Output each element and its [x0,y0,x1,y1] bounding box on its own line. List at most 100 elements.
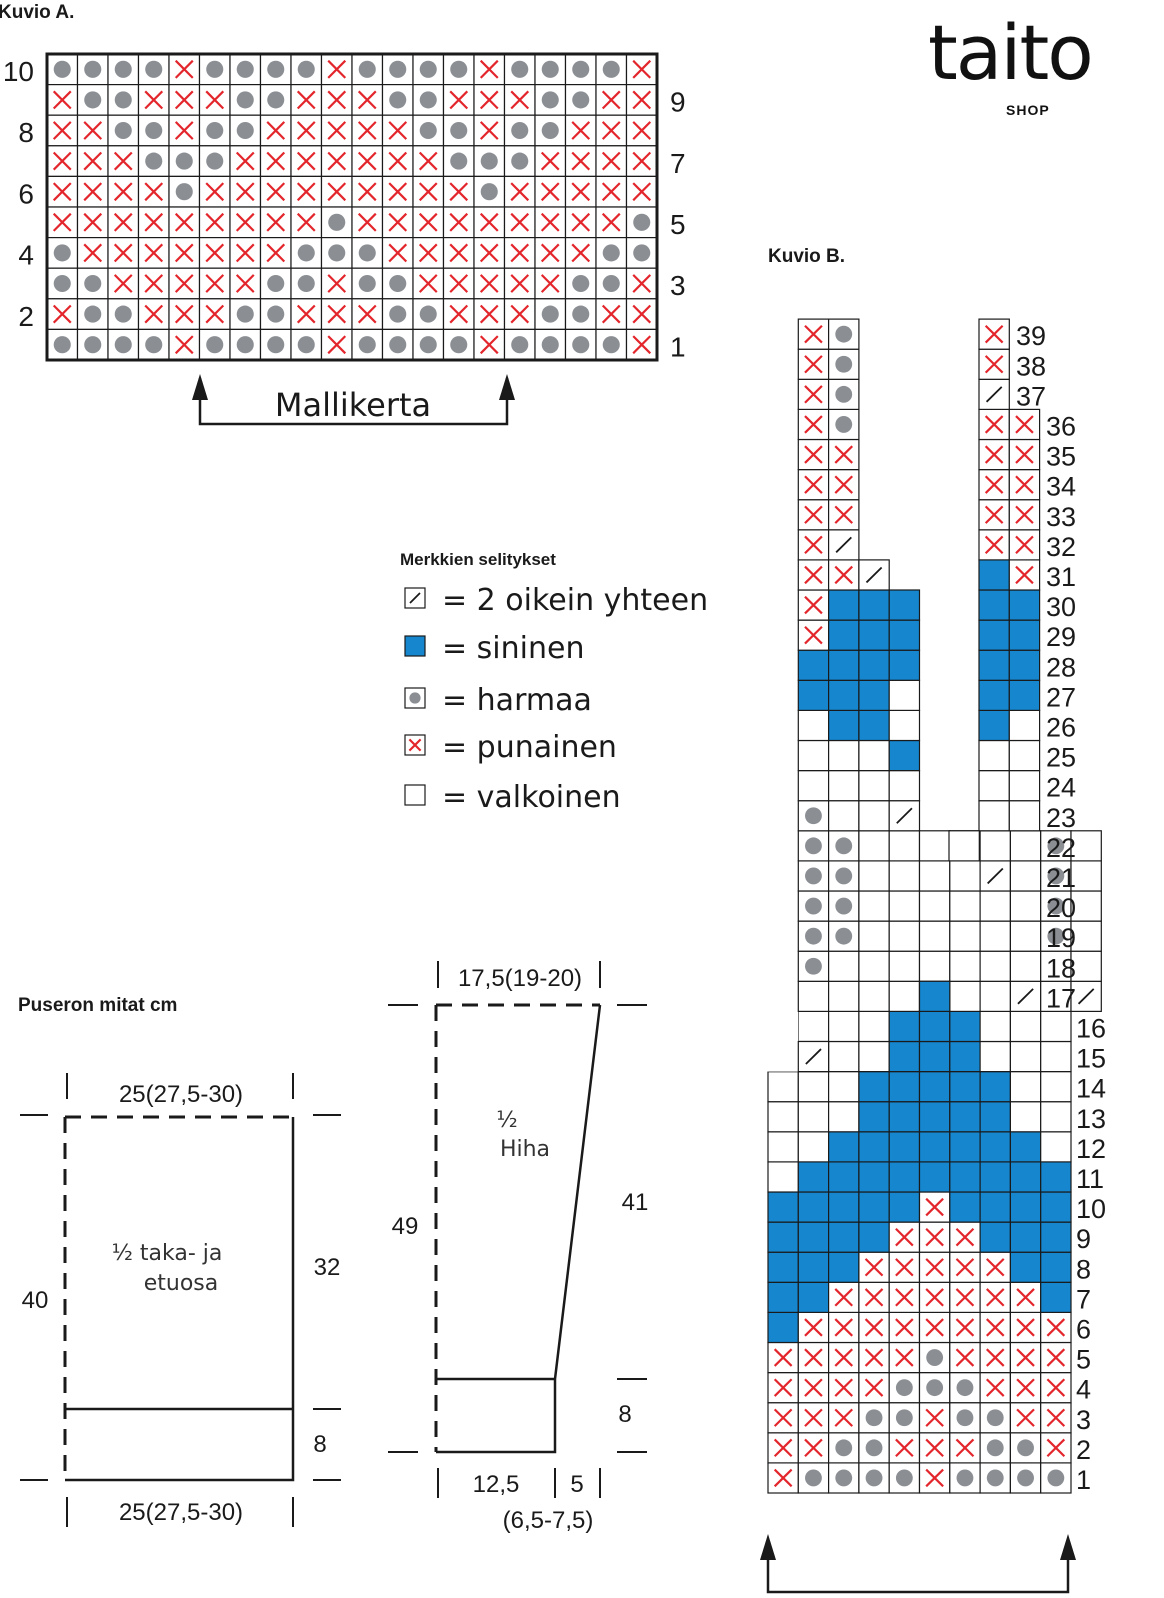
grey-dot-mark [419,60,437,78]
red-cross-mark [235,212,255,232]
legend-heading: Merkkien selitykset [400,550,556,569]
red-cross-mark [510,243,530,263]
red-cross-mark [449,212,469,232]
red-cross-mark [1015,445,1034,464]
row-label-b: 3 [1076,1405,1091,1435]
grid-cell [918,1101,951,1133]
grey-dot-mark [805,897,822,915]
red-cross-mark [601,121,621,140]
grid-cell [827,1131,860,1163]
grey-dot-mark [328,244,346,262]
red-cross-mark [632,90,652,110]
body-label-2: etuosa [144,1271,219,1296]
grid-cell [259,145,292,178]
grid-cell [1040,1101,1072,1133]
red-cross-mark [601,151,621,171]
red-cross-mark [449,274,469,293]
grey-dot-mark [206,336,224,354]
body-left-dim: 40 [22,1287,49,1314]
red-cross-mark [1015,475,1034,494]
measurements: 25(27,5-30) 25(27,5-30) 40 32 8 ½ taka- ja etu… [20,961,648,1534]
grid-cell [797,649,830,681]
row-label-b: 37 [1016,381,1046,411]
red-cross-mark [834,1288,854,1307]
red-cross-mark [327,151,347,171]
grid-cell [858,950,890,982]
grid-cell [888,1191,921,1223]
grid-cell [767,1311,799,1344]
grey-dot-mark [1017,1439,1034,1457]
grid-cell [1070,860,1102,892]
grey-dot-mark [602,336,620,354]
row-label-b: 32 [1046,532,1076,562]
grid-cell [827,679,860,711]
grey-dot-mark [267,60,285,78]
red-cross-mark [1046,1408,1066,1427]
grid-cell [858,800,890,832]
grey-dot-mark [236,91,254,109]
k2tog-slash-mark [985,386,1003,403]
red-cross-mark [144,212,164,232]
red-cross-mark [955,1227,975,1247]
grid-cell [888,649,921,681]
grid-cell [918,1161,951,1193]
grid-cell [797,739,830,772]
row-label-b: 35 [1046,442,1076,472]
row-label-left: 6 [18,178,34,209]
grid-cell [979,1131,1011,1163]
grid-cell [888,589,921,621]
grid-cell [1040,1040,1072,1073]
grey-dot-mark [541,60,559,78]
red-cross-mark [804,595,823,615]
row-label-b: 19 [1046,923,1076,953]
red-cross-mark [540,274,560,293]
red-cross-mark [925,1197,944,1217]
red-cross-mark [925,1258,944,1277]
grid-cell [767,1131,799,1163]
repeat-arrow-right-icon [499,374,515,400]
red-cross-mark [984,445,1004,464]
grey-dot-mark [1047,1469,1065,1487]
grey-dot-mark [358,244,376,262]
red-cross-mark [266,182,286,202]
grid-cell [767,1101,799,1133]
grid-cell [979,980,1011,1012]
red-cross-mark [388,243,408,263]
grey-dot-mark [572,305,590,323]
red-cross-mark [804,535,823,555]
grey-dot-mark [114,336,132,354]
grey-dot-mark [206,121,224,140]
red-cross-mark [388,182,408,202]
grid-cell [1008,769,1041,802]
red-cross-mark [540,212,560,232]
grey-dot-mark [835,355,853,373]
red-cross-mark [540,243,560,263]
red-cross-mark [1015,565,1034,585]
red-cross-mark [408,738,422,752]
red-cross-mark [357,151,377,171]
red-cross-mark [113,274,133,293]
red-cross-mark [113,182,133,202]
grid-cell [888,1101,921,1133]
grey-dot-mark [511,152,529,170]
grid-cell [797,1221,830,1253]
red-cross-mark [510,90,530,110]
red-cross-mark [449,243,469,263]
grid-cell [918,1070,951,1103]
row-label-b: 36 [1046,412,1076,442]
grid-cell [827,1101,860,1133]
grid-cell [979,920,1011,952]
grey-dot-mark [53,274,71,293]
grid-cell [625,237,658,269]
grid-cell [858,739,890,772]
red-cross-mark [52,90,72,110]
red-cross-mark [418,182,438,202]
red-cross-mark [571,151,591,171]
chart-a-border [45,52,659,362]
red-cross-mark [1016,1348,1035,1367]
grid-cell [858,1161,890,1193]
red-cross-mark [235,182,255,202]
grid-cell [827,619,860,651]
red-cross-mark [449,304,469,324]
grey-dot-mark [926,1379,944,1397]
